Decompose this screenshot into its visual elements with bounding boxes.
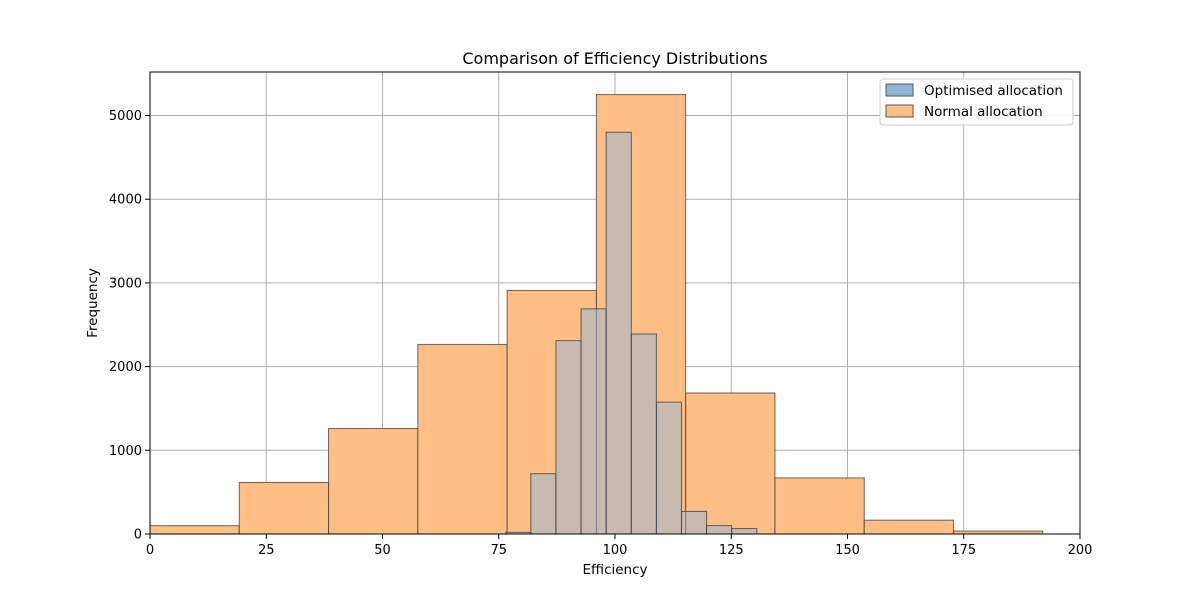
x-axis-label: Efficiency bbox=[582, 562, 647, 578]
optimised-allocation-bar bbox=[605, 131, 632, 535]
y-axis-ticks: 0 1000 2000 3000 4000 5000 bbox=[109, 109, 150, 543]
optimised-allocation-bar bbox=[655, 401, 682, 535]
optimised-allocation-bar bbox=[731, 528, 758, 535]
x-tick-label: 50 bbox=[374, 543, 391, 558]
optimised-allocation-bar bbox=[706, 525, 733, 535]
x-tick-label: 175 bbox=[951, 543, 976, 558]
optimised-allocation-bar bbox=[555, 340, 582, 535]
x-tick-label: 75 bbox=[490, 543, 507, 558]
normal-allocation-bar bbox=[149, 525, 240, 535]
x-tick-label: 0 bbox=[146, 543, 154, 558]
normal-allocation-bar bbox=[774, 477, 865, 535]
legend-box bbox=[879, 78, 1074, 126]
legend: Optimised allocation Normal allocation bbox=[879, 78, 1074, 126]
legend-label-normal: Normal allocation bbox=[924, 104, 1043, 120]
optimised-allocation-bar bbox=[530, 473, 557, 535]
y-tick-label: 5000 bbox=[109, 109, 142, 124]
y-tick-label: 0 bbox=[134, 528, 142, 543]
legend-swatch-optimised bbox=[885, 83, 914, 97]
optimised-allocation-bar bbox=[680, 510, 708, 535]
optimised-allocation-bars bbox=[505, 131, 758, 535]
normal-allocation-bar bbox=[238, 482, 330, 535]
legend-swatch-normal bbox=[885, 104, 914, 118]
y-tick-label: 1000 bbox=[109, 444, 142, 459]
x-axis-ticks: 0 25 50 75 100 125 150 175 200 bbox=[146, 534, 1093, 558]
y-tick-label: 2000 bbox=[109, 360, 142, 375]
normal-allocation-bar bbox=[863, 519, 955, 535]
x-tick-label: 150 bbox=[835, 543, 860, 558]
normal-allocation-bar bbox=[685, 392, 776, 535]
y-tick-label: 3000 bbox=[109, 276, 142, 291]
legend-label-optimised: Optimised allocation bbox=[924, 83, 1063, 99]
x-tick-label: 200 bbox=[1068, 543, 1093, 558]
optimised-allocation-bar bbox=[580, 308, 607, 535]
optimised-allocation-bar bbox=[630, 333, 657, 535]
x-tick-label: 100 bbox=[603, 543, 628, 558]
y-tick-label: 4000 bbox=[109, 193, 142, 208]
y-axis-label: Frequency bbox=[85, 268, 101, 338]
chart-title: Comparison of Efficiency Distributions bbox=[462, 49, 767, 68]
x-tick-label: 25 bbox=[258, 543, 275, 558]
normal-allocation-bar bbox=[328, 428, 419, 535]
normal-allocation-bar bbox=[417, 343, 508, 535]
x-tick-label: 125 bbox=[719, 543, 744, 558]
